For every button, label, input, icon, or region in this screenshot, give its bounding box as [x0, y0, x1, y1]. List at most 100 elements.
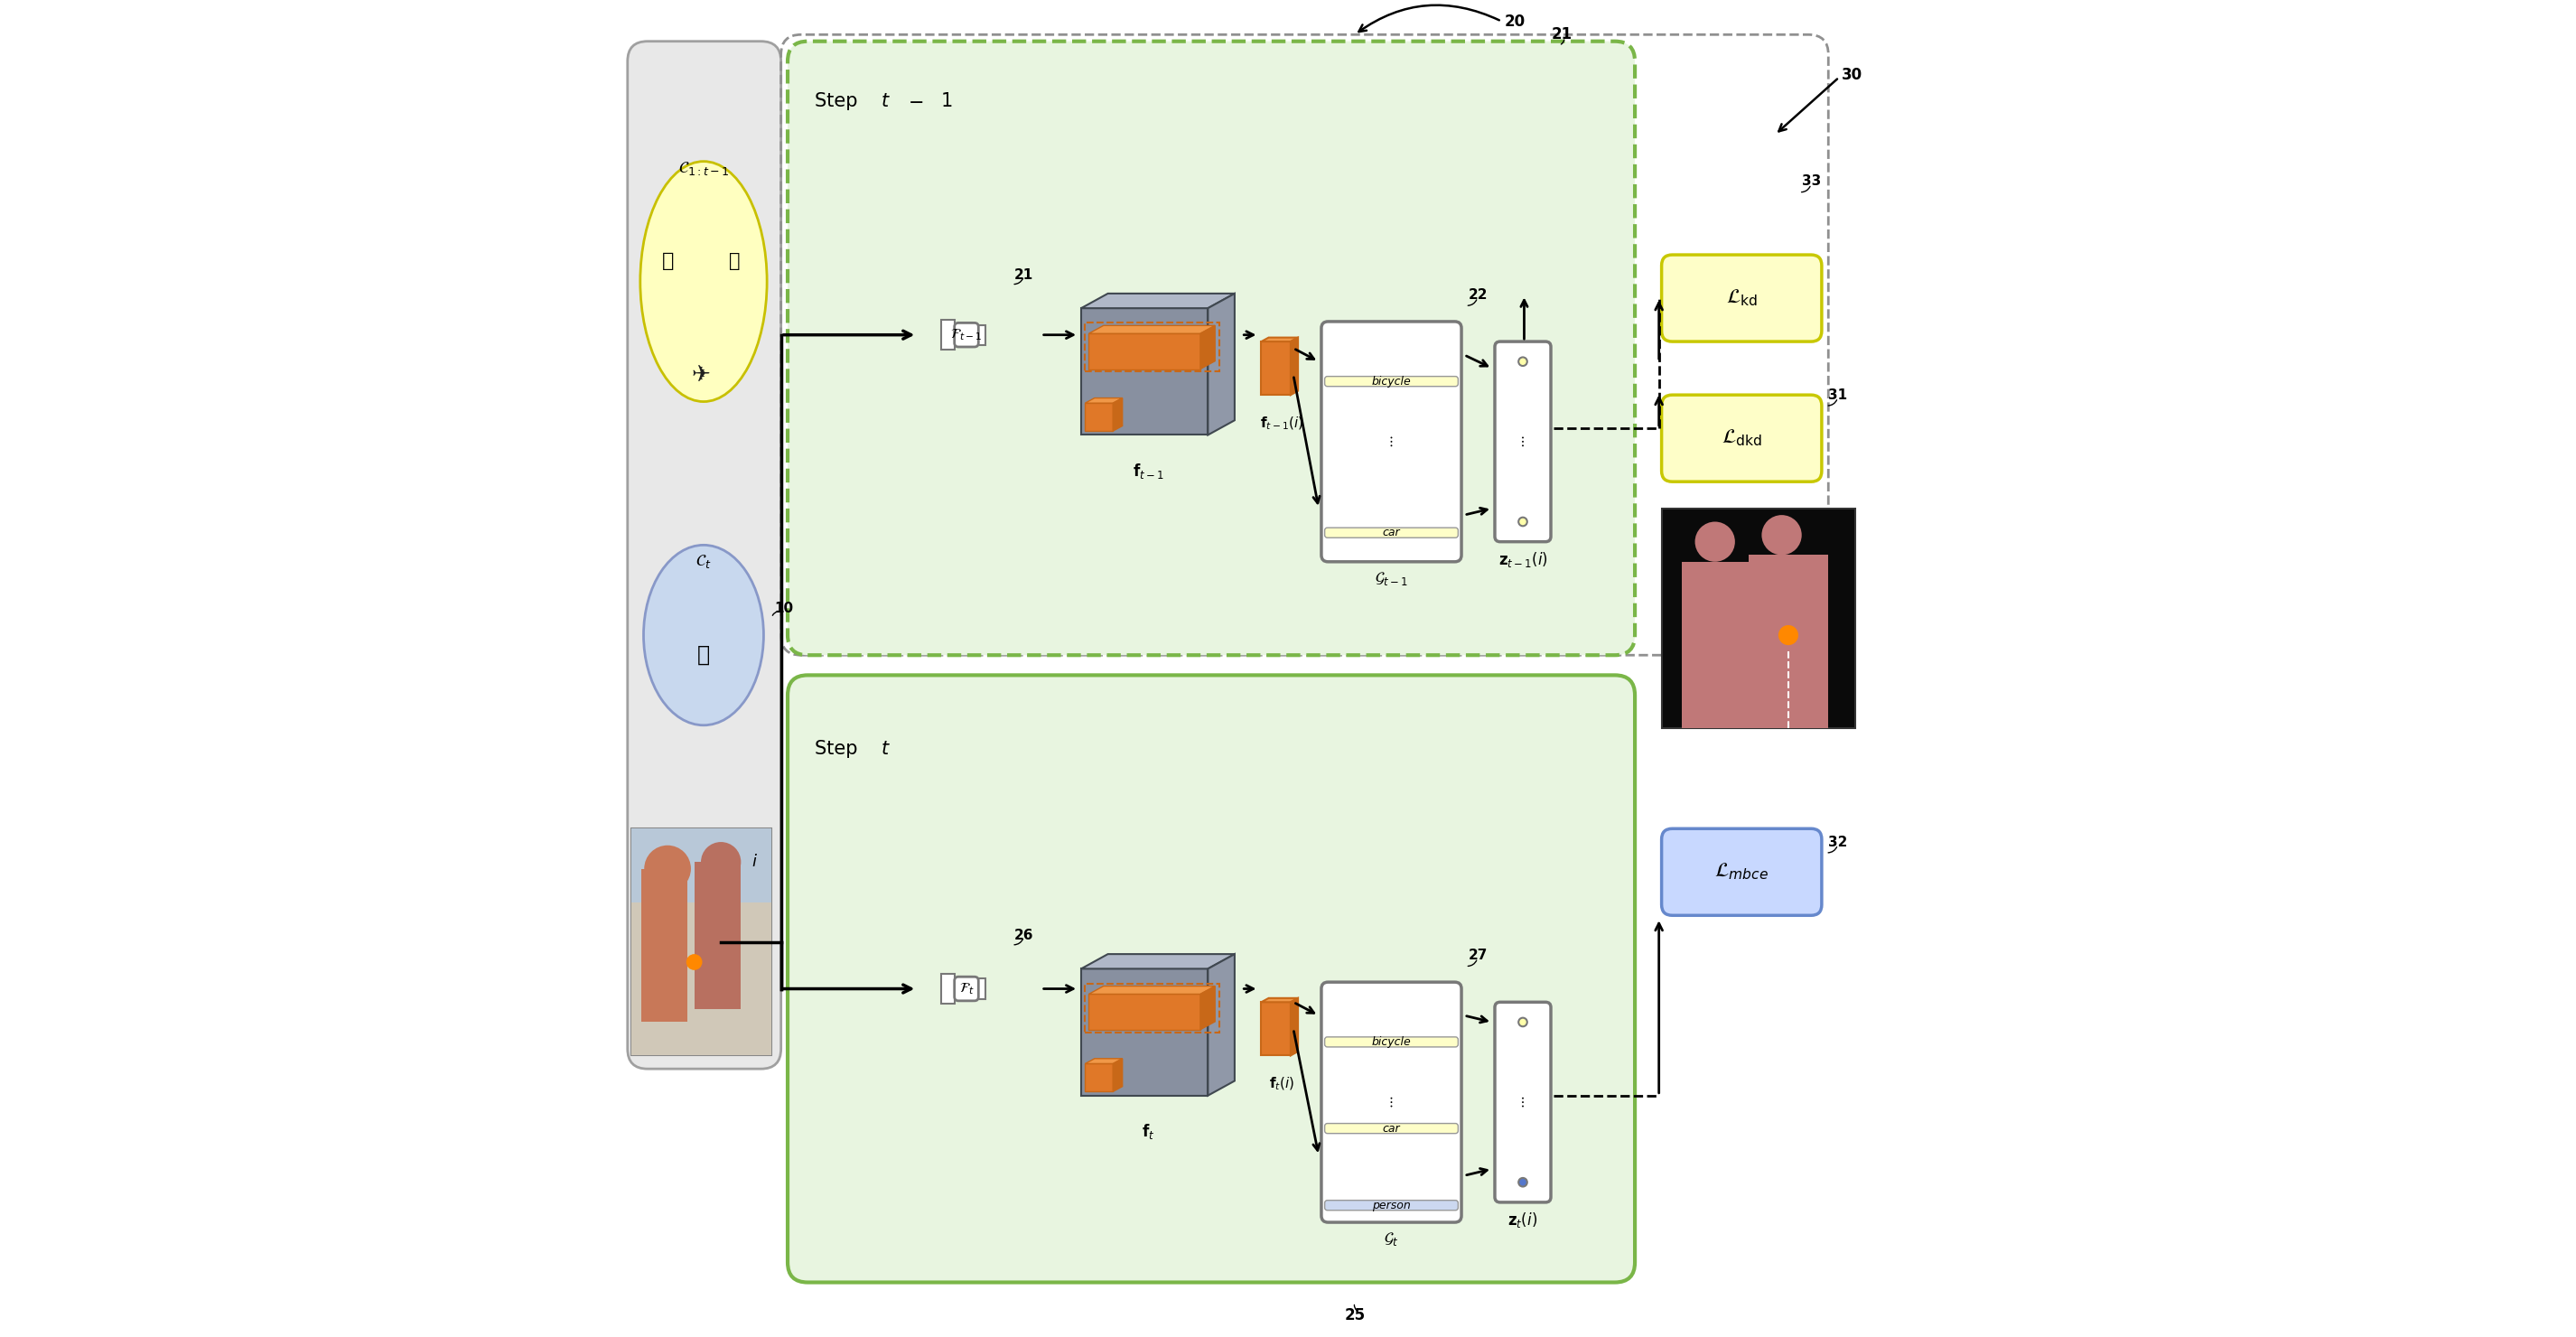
- Text: $i$: $i$: [752, 854, 757, 870]
- Text: car: car: [1383, 1123, 1401, 1134]
- Ellipse shape: [1517, 1178, 1528, 1187]
- Text: $\mathcal{L}_{\mathrm{dkd}}$: $\mathcal{L}_{\mathrm{dkd}}$: [1721, 428, 1762, 448]
- Ellipse shape: [1517, 1017, 1528, 1027]
- Bar: [940, 320, 956, 349]
- Polygon shape: [1084, 1059, 1123, 1064]
- Bar: [958, 322, 971, 346]
- Polygon shape: [1200, 325, 1216, 369]
- FancyBboxPatch shape: [1662, 255, 1821, 341]
- Text: Step: Step: [814, 92, 863, 111]
- Text: ✈: ✈: [690, 364, 711, 386]
- Text: $\mathcal{G}_t$: $\mathcal{G}_t$: [1383, 1230, 1399, 1247]
- Polygon shape: [1113, 398, 1123, 431]
- Polygon shape: [1291, 337, 1298, 394]
- Bar: [1262, 341, 1291, 394]
- Polygon shape: [1082, 955, 1234, 969]
- Bar: [1090, 333, 1200, 369]
- Bar: [631, 829, 773, 1055]
- FancyBboxPatch shape: [788, 675, 1636, 1282]
- Text: 10: 10: [775, 602, 793, 615]
- FancyBboxPatch shape: [1662, 394, 1821, 481]
- FancyBboxPatch shape: [1324, 1201, 1458, 1210]
- Text: $t$: $t$: [881, 92, 891, 111]
- Bar: [1082, 969, 1208, 1095]
- Text: $\mathbf{z}_{t-1}(i)$: $\mathbf{z}_{t-1}(i)$: [1499, 550, 1548, 568]
- Ellipse shape: [1762, 515, 1801, 555]
- Text: $\mathcal{F}_{t-1}$: $\mathcal{F}_{t-1}$: [951, 328, 981, 342]
- Polygon shape: [1262, 999, 1298, 1003]
- Bar: [971, 979, 984, 999]
- Text: $\mathcal{L}_{\mathrm{kd}}$: $\mathcal{L}_{\mathrm{kd}}$: [1726, 287, 1757, 308]
- FancyBboxPatch shape: [1494, 341, 1551, 541]
- Bar: [971, 325, 984, 345]
- FancyBboxPatch shape: [788, 41, 1636, 655]
- Polygon shape: [1262, 337, 1298, 341]
- Polygon shape: [1084, 398, 1123, 402]
- Ellipse shape: [1517, 357, 1528, 366]
- Bar: [1090, 995, 1200, 1029]
- Text: bicycle: bicycle: [1370, 1036, 1412, 1048]
- Text: Step: Step: [814, 739, 863, 758]
- FancyBboxPatch shape: [1321, 983, 1461, 1222]
- Text: $\mathcal{L}_{mbce}$: $\mathcal{L}_{mbce}$: [1716, 861, 1770, 881]
- Text: 🚲: 🚲: [662, 253, 672, 270]
- Text: 25: 25: [1345, 1308, 1365, 1324]
- Text: 1: 1: [940, 92, 953, 111]
- Text: $\mathbf{f}_t(i)$: $\mathbf{f}_t(i)$: [1267, 1075, 1293, 1092]
- Ellipse shape: [685, 955, 703, 971]
- Ellipse shape: [1517, 517, 1528, 525]
- Bar: [1084, 1064, 1113, 1091]
- FancyBboxPatch shape: [1324, 528, 1458, 537]
- FancyBboxPatch shape: [1494, 1003, 1551, 1202]
- Text: $-$: $-$: [907, 92, 922, 111]
- Polygon shape: [1090, 987, 1216, 995]
- Bar: [631, 902, 773, 1055]
- Polygon shape: [1291, 999, 1298, 1055]
- Text: car: car: [1383, 527, 1401, 539]
- Text: 27: 27: [1468, 949, 1486, 963]
- Text: 26: 26: [1015, 929, 1033, 943]
- Bar: [1084, 322, 1218, 372]
- FancyBboxPatch shape: [1324, 1123, 1458, 1134]
- Text: $t$: $t$: [881, 739, 891, 758]
- Polygon shape: [1208, 955, 1234, 1095]
- Bar: [1082, 309, 1208, 435]
- Ellipse shape: [701, 842, 742, 882]
- Text: 22: 22: [1468, 287, 1486, 302]
- Text: 33: 33: [1801, 175, 1821, 189]
- Polygon shape: [1682, 562, 1749, 729]
- Bar: [1084, 984, 1218, 1032]
- Text: 20: 20: [1504, 13, 1525, 29]
- Ellipse shape: [644, 845, 690, 892]
- Text: 🚗: 🚗: [729, 253, 739, 270]
- Text: 32: 32: [1829, 836, 1847, 849]
- Ellipse shape: [644, 545, 762, 725]
- Text: $\mathbf{f}_{t-1}$: $\mathbf{f}_{t-1}$: [1133, 461, 1164, 480]
- Text: $\mathcal{C}_t$: $\mathcal{C}_t$: [696, 554, 711, 571]
- Bar: [641, 869, 688, 1023]
- Text: $\mathbf{f}_t$: $\mathbf{f}_t$: [1141, 1122, 1154, 1142]
- Bar: [1662, 508, 1855, 729]
- Text: bicycle: bicycle: [1370, 376, 1412, 388]
- Ellipse shape: [1695, 521, 1736, 562]
- Bar: [696, 862, 742, 1009]
- Bar: [631, 829, 773, 902]
- FancyBboxPatch shape: [1321, 321, 1461, 562]
- Polygon shape: [1082, 294, 1234, 309]
- FancyBboxPatch shape: [956, 322, 979, 346]
- Text: $\mathcal{F}_t$: $\mathcal{F}_t$: [958, 981, 974, 996]
- Text: 21: 21: [1551, 27, 1571, 43]
- Text: $\mathcal{G}_{t-1}$: $\mathcal{G}_{t-1}$: [1376, 570, 1409, 587]
- Text: $\mathcal{C}_{1:t-1}$: $\mathcal{C}_{1:t-1}$: [677, 159, 729, 176]
- Polygon shape: [1208, 294, 1234, 435]
- Bar: [940, 975, 956, 1004]
- Text: 21: 21: [1015, 267, 1033, 282]
- Text: $\mathbf{f}_{t-1}(i)$: $\mathbf{f}_{t-1}(i)$: [1260, 414, 1303, 432]
- Polygon shape: [1113, 1059, 1123, 1091]
- Bar: [1084, 402, 1113, 431]
- Text: 30: 30: [1842, 67, 1862, 83]
- FancyBboxPatch shape: [1324, 377, 1458, 386]
- Ellipse shape: [641, 162, 768, 401]
- Bar: [958, 977, 971, 1001]
- Text: $\mathbf{z}_t(i)$: $\mathbf{z}_t(i)$: [1507, 1210, 1538, 1229]
